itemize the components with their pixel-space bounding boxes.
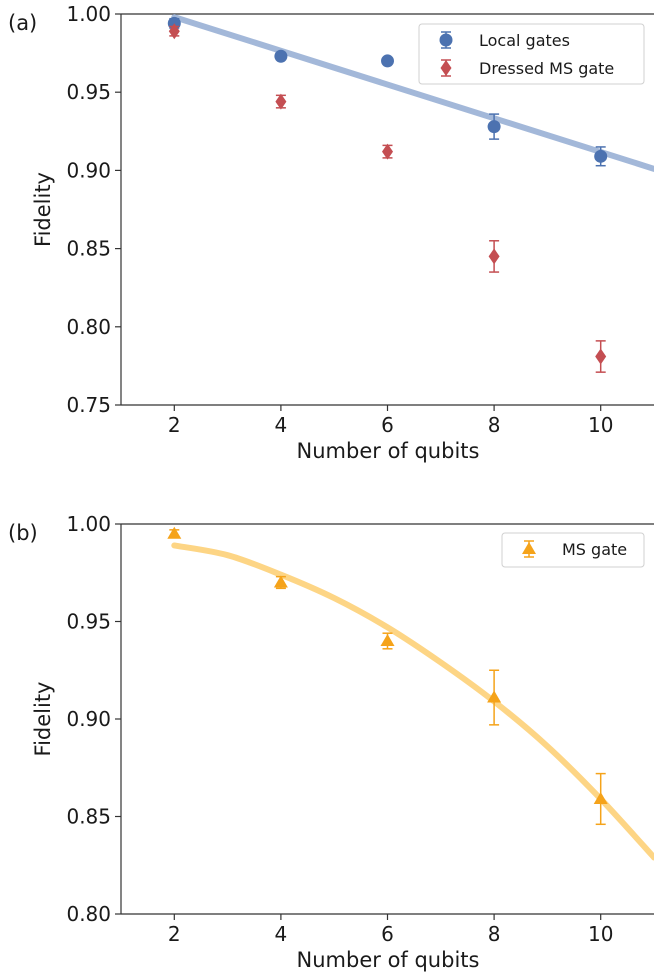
data-point	[593, 791, 608, 804]
x-tick-label: 2	[168, 413, 181, 437]
y-axis-label: Fidelity	[31, 682, 55, 757]
x-tick-label: 2	[168, 922, 181, 946]
x-tick-label: 4	[275, 413, 288, 437]
data-point	[382, 143, 393, 160]
data-point	[487, 120, 501, 134]
legend-marker	[440, 60, 452, 76]
legend-box	[418, 23, 645, 85]
y-tick-label: 0.80	[66, 315, 111, 339]
y-tick-label: 0.85	[66, 805, 111, 829]
y-tick-label: 0.80	[66, 902, 111, 926]
x-tick-label: 8	[488, 413, 501, 437]
x-axis-label: Number of qubits	[297, 948, 480, 972]
y-tick-label: 0.85	[66, 237, 111, 261]
y-tick-label: 0.90	[66, 158, 111, 182]
legend-label: Local gates	[479, 31, 570, 50]
fit-line	[171, 14, 654, 172]
data-point	[275, 93, 287, 110]
x-tick-label: 10	[588, 413, 613, 437]
panel-label: (a)	[8, 11, 37, 35]
chart-panel-a: (a) 2 4 6 8 10 0.75 0.80 0.85 0.90 0.95 1.00 Number …	[8, 2, 654, 463]
x-tick-label: 6	[381, 922, 394, 946]
y-tick-label: 1.00	[66, 2, 111, 26]
x-tick-label: 8	[488, 922, 501, 946]
data-point	[380, 634, 395, 646]
data-point	[274, 49, 288, 63]
x-axis-label: Number of qubits	[297, 439, 480, 463]
legend-marker	[522, 542, 536, 554]
data-point	[273, 575, 288, 588]
fit-line	[171, 542, 654, 861]
legend-label: Dressed MS gate	[479, 59, 614, 78]
data-point	[168, 23, 180, 40]
y-tick-label: 0.95	[66, 610, 111, 634]
panel-label: (b)	[8, 521, 38, 545]
data-point	[488, 248, 500, 265]
data-point	[594, 149, 608, 163]
legend-label: MS gate	[562, 540, 627, 559]
y-tick-label: 1.00	[66, 512, 111, 536]
y-tick-label: 0.95	[66, 80, 111, 104]
y-axis-label: Fidelity	[31, 172, 55, 247]
data-point	[381, 54, 394, 68]
legend-box	[501, 532, 645, 568]
y-tick-label: 0.90	[66, 707, 111, 731]
chart-panel-b: (b) 2 4 6 8 10 0.80 0.85 0.90 0.95 1.00 Number of q…	[8, 512, 654, 972]
data-point	[487, 690, 502, 703]
legend-marker	[439, 33, 453, 47]
x-tick-label: 6	[381, 413, 394, 437]
data-point	[167, 526, 182, 539]
data-point	[595, 348, 607, 365]
legend: Local gates Dressed MS gate	[418, 23, 645, 85]
series-dressed-ms-gate	[168, 23, 607, 373]
series-ms-gate	[167, 526, 608, 826]
y-tick-label: 0.75	[66, 393, 111, 417]
x-tick-label: 4	[275, 922, 288, 946]
x-tick-label: 10	[588, 922, 613, 946]
legend: MS gate	[501, 532, 645, 568]
